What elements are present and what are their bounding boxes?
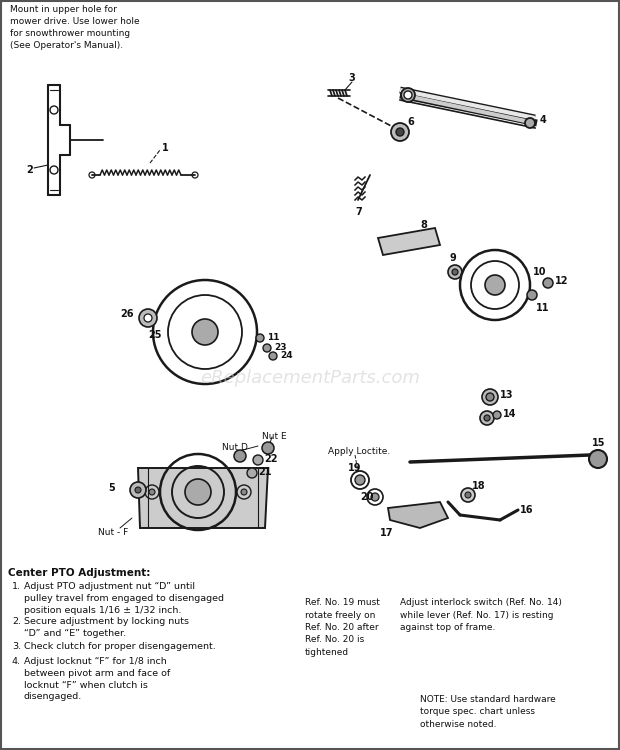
Text: Adjust PTO adjustment nut “D” until
pulley travel from engaged to disengaged
pos: Adjust PTO adjustment nut “D” until pull… [24, 582, 224, 614]
Circle shape [149, 489, 155, 495]
Text: 23: 23 [274, 344, 286, 352]
Text: 6: 6 [407, 117, 414, 127]
Circle shape [130, 482, 146, 498]
Circle shape [256, 334, 264, 342]
Circle shape [452, 269, 458, 275]
Text: 16: 16 [520, 505, 533, 515]
Circle shape [482, 389, 498, 405]
Text: 2: 2 [26, 165, 33, 175]
Polygon shape [378, 228, 440, 255]
Text: 8: 8 [420, 220, 427, 230]
Circle shape [139, 309, 157, 327]
Circle shape [269, 352, 277, 360]
Text: 1.: 1. [12, 582, 21, 591]
Text: Nut E: Nut E [262, 432, 286, 441]
Circle shape [493, 411, 501, 419]
Text: 22: 22 [264, 454, 278, 464]
Text: NOTE: Use standard hardware
torque spec. chart unless
otherwise noted.: NOTE: Use standard hardware torque spec.… [420, 695, 556, 729]
Text: 1: 1 [162, 143, 169, 153]
Text: 25: 25 [149, 330, 162, 340]
Text: 21: 21 [258, 467, 272, 477]
Text: Mount in upper hole for
mower drive. Use lower hole
for snowthrower mounting
(Se: Mount in upper hole for mower drive. Use… [10, 5, 140, 50]
Text: Check clutch for proper disengagement.: Check clutch for proper disengagement. [24, 642, 216, 651]
Polygon shape [388, 502, 448, 528]
Text: 7: 7 [355, 207, 361, 217]
Text: 15: 15 [592, 438, 606, 448]
Text: 19: 19 [348, 463, 361, 473]
Text: 9: 9 [449, 253, 456, 263]
Text: 3.: 3. [12, 642, 21, 651]
Text: 12: 12 [555, 276, 569, 286]
Circle shape [241, 489, 247, 495]
Circle shape [144, 314, 152, 322]
Text: 3: 3 [348, 73, 355, 83]
Text: Center PTO Adjustment:: Center PTO Adjustment: [8, 568, 151, 578]
Text: 24: 24 [280, 352, 293, 361]
Polygon shape [138, 468, 268, 528]
Circle shape [192, 319, 218, 345]
Circle shape [262, 442, 274, 454]
Text: Adjust interlock switch (Ref. No. 14)
while lever (Ref. No. 17) is resting
again: Adjust interlock switch (Ref. No. 14) wh… [400, 598, 562, 632]
Circle shape [401, 88, 415, 102]
Text: 20: 20 [360, 492, 373, 502]
Text: 4: 4 [540, 115, 547, 125]
Text: 11: 11 [536, 303, 549, 313]
Circle shape [404, 91, 412, 99]
Circle shape [543, 278, 553, 288]
Circle shape [234, 450, 246, 462]
Circle shape [484, 415, 490, 421]
Text: 2.: 2. [12, 617, 21, 626]
Circle shape [253, 455, 263, 465]
Text: Adjust locknut “F” for 1/8 inch
between pivot arm and face of
locknut “F” when c: Adjust locknut “F” for 1/8 inch between … [24, 657, 171, 701]
Circle shape [480, 411, 494, 425]
Circle shape [448, 265, 462, 279]
Text: 17: 17 [380, 528, 394, 538]
Text: 18: 18 [472, 481, 485, 491]
Circle shape [247, 468, 257, 478]
Circle shape [461, 488, 475, 502]
Text: 5: 5 [108, 483, 115, 493]
Text: Ref. No. 19 must
rotate freely on
Ref. No. 20 after
Ref. No. 20 is
tightened: Ref. No. 19 must rotate freely on Ref. N… [305, 598, 380, 657]
Circle shape [527, 290, 537, 300]
Circle shape [525, 118, 535, 128]
Circle shape [486, 393, 494, 401]
Text: Nut - F: Nut - F [98, 528, 128, 537]
Circle shape [135, 487, 141, 493]
Circle shape [185, 479, 211, 505]
Circle shape [396, 128, 404, 136]
Circle shape [355, 475, 365, 485]
Text: 13: 13 [500, 390, 513, 400]
Text: Nut D: Nut D [222, 443, 248, 452]
Text: 14: 14 [503, 409, 516, 419]
Circle shape [485, 275, 505, 295]
Circle shape [589, 450, 607, 468]
Text: Secure adjustment by locking nuts
“D” and “E” together.: Secure adjustment by locking nuts “D” an… [24, 617, 189, 638]
Text: 4.: 4. [12, 657, 21, 666]
Text: eReplacementParts.com: eReplacementParts.com [200, 369, 420, 387]
Text: 10: 10 [533, 267, 546, 277]
Text: 26: 26 [120, 309, 134, 319]
Circle shape [391, 123, 409, 141]
Text: 11: 11 [267, 334, 280, 343]
Circle shape [371, 493, 379, 501]
Text: Apply Loctite.: Apply Loctite. [328, 447, 390, 456]
Circle shape [465, 492, 471, 498]
Circle shape [263, 344, 271, 352]
